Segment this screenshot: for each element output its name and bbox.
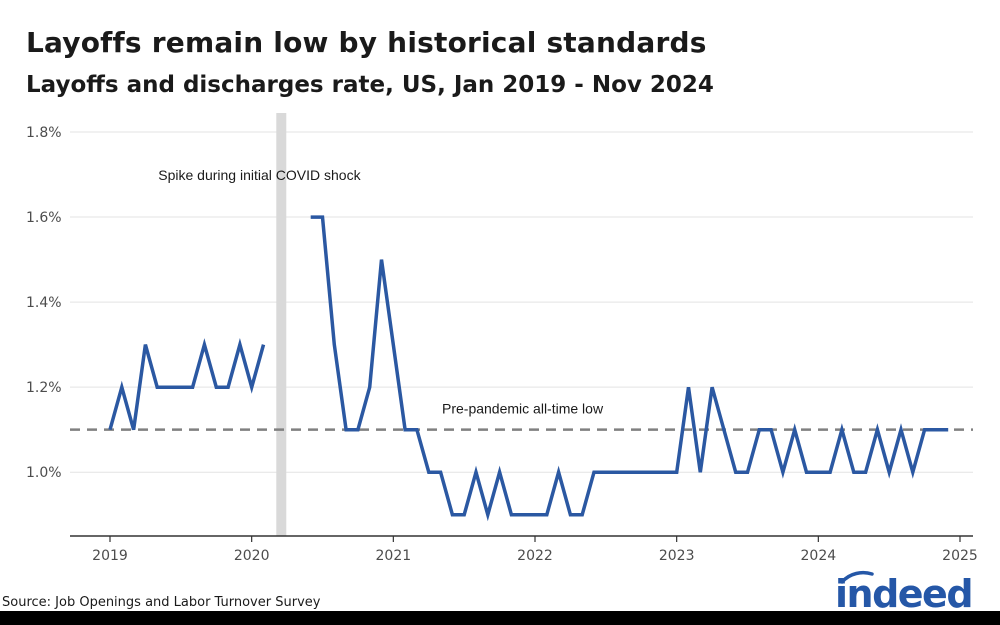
series-line-1 — [108, 338, 266, 431]
indeed-logo: indeed — [835, 572, 974, 616]
x-tick-label: 2020 — [234, 548, 270, 564]
y-tick-label: 1.6% — [26, 210, 62, 226]
reference-line-label: Pre-pandemic all-time low — [442, 401, 604, 417]
chart-subtitle: Layoffs and discharges rate, US, Jan 201… — [26, 72, 714, 98]
x-tick-label: 2025 — [942, 548, 978, 564]
line-chart: 1.0% 1.2% 1.4% 1.6% 1.8% 2019 2020 2021 2022 2023… — [26, 113, 978, 564]
chart-title: Layoffs remain low by historical standar… — [26, 26, 707, 59]
x-tick-label: 2023 — [659, 548, 695, 564]
x-tick-label: 2024 — [801, 548, 837, 564]
series-layer — [108, 215, 949, 522]
source-note: Source: Job Openings and Labor Turnover … — [2, 595, 321, 610]
y-tick-label: 1.0% — [26, 465, 62, 481]
y-tick-label: 1.2% — [26, 380, 62, 396]
covid-shaded-band — [276, 113, 287, 536]
series-line-2 — [310, 215, 949, 522]
axis-layer: 1.0% 1.2% 1.4% 1.6% 1.8% 2019 2020 2021 2022 2023… — [26, 125, 978, 564]
gridlines — [70, 131, 973, 473]
covid-band-label: Spike during initial COVID shock — [158, 167, 361, 183]
y-tick-label: 1.8% — [26, 125, 62, 141]
x-tick-label: 2019 — [92, 548, 128, 564]
bottom-bar — [0, 611, 1000, 625]
y-tick-label: 1.4% — [26, 295, 62, 311]
x-tick-label: 2021 — [376, 548, 412, 564]
annotation-layer: Spike during initial COVID shock Pre-pand… — [158, 167, 604, 417]
logo-arc-icon — [840, 570, 874, 584]
x-tick-label: 2022 — [517, 548, 553, 564]
covid-band-layer — [276, 113, 287, 536]
